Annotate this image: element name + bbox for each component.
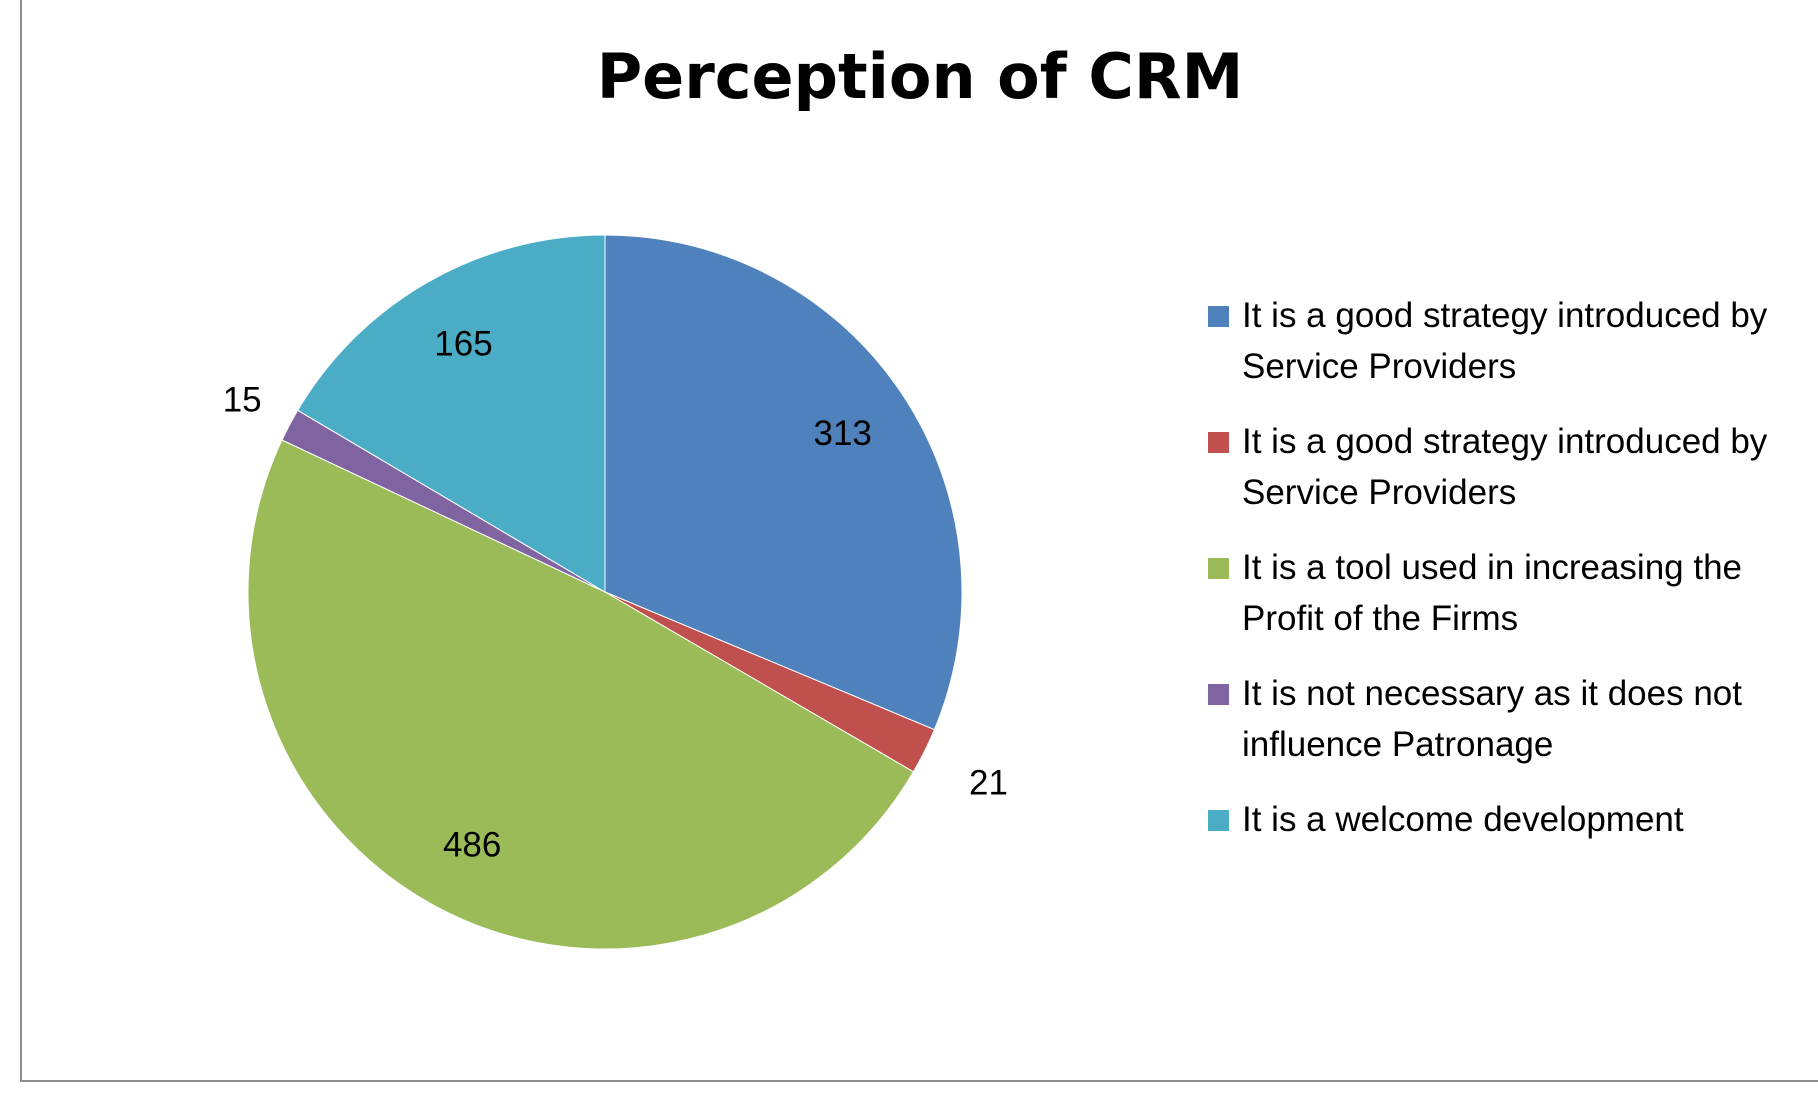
legend-item-5: It is a welcome development <box>1208 794 1808 845</box>
data-label-5: 165 <box>434 324 492 363</box>
legend-swatch-2 <box>1208 432 1229 453</box>
legend: It is a good strategy introduced by Serv… <box>1208 290 1808 869</box>
legend-label-1: It is a good strategy introduced by Serv… <box>1242 296 1768 386</box>
pie-slice-3 <box>247 439 915 950</box>
data-label-4: 15 <box>223 380 262 419</box>
legend-item-2: It is a good strategy introduced by Serv… <box>1208 416 1808 518</box>
legend-swatch-5 <box>1208 810 1229 831</box>
legend-label-5: It is a welcome development <box>1242 800 1684 839</box>
pie-slice-1 <box>604 234 963 731</box>
legend-label-3: It is a tool used in increasing the Prof… <box>1242 548 1743 638</box>
data-label-3: 486 <box>443 825 501 864</box>
legend-label-4: It is not necessary as it does not influ… <box>1242 674 1742 764</box>
legend-label-2: It is a good strategy introduced by Serv… <box>1242 422 1768 512</box>
data-label-2: 21 <box>969 763 1008 802</box>
legend-swatch-4 <box>1208 684 1229 705</box>
legend-item-3: It is a tool used in increasing the Prof… <box>1208 542 1808 644</box>
chart-title: Perception of CRM <box>596 40 1244 113</box>
legend-item-4: It is not necessary as it does not influ… <box>1208 668 1808 770</box>
legend-item-1: It is a good strategy introduced by Serv… <box>1208 290 1808 392</box>
data-label-1: 313 <box>814 414 872 453</box>
legend-swatch-3 <box>1208 558 1229 579</box>
legend-swatch-1 <box>1208 306 1229 327</box>
pie-slice-5 <box>297 234 606 593</box>
